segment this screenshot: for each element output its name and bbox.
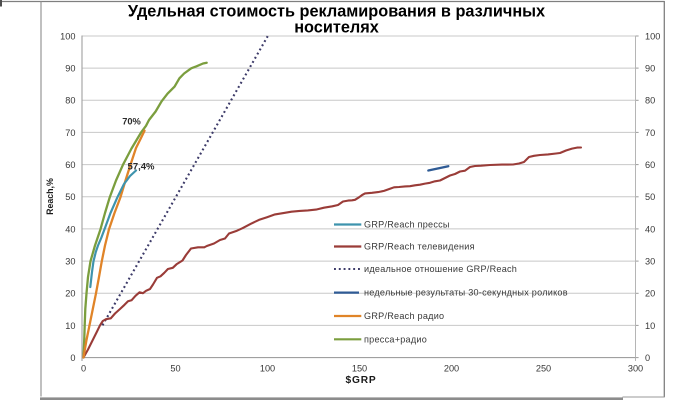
svg-text:100: 100	[645, 31, 660, 41]
svg-text:60: 60	[645, 160, 655, 170]
svg-text:Удельная стоимость рекламирова: Удельная стоимость рекламирования в разл…	[128, 3, 545, 21]
svg-text:70: 70	[645, 128, 655, 138]
svg-text:100: 100	[60, 31, 75, 41]
svg-text:20: 20	[645, 289, 655, 299]
svg-text:50: 50	[65, 192, 75, 202]
svg-text:30: 30	[645, 257, 655, 267]
svg-text:200: 200	[444, 364, 459, 374]
svg-text:300: 300	[628, 364, 643, 374]
svg-text:90: 90	[65, 64, 75, 74]
svg-text:пресса+радио: пресса+радио	[364, 334, 427, 344]
svg-text:10: 10	[645, 321, 655, 331]
svg-text:0: 0	[70, 353, 75, 363]
svg-text:40: 40	[645, 224, 655, 234]
svg-text:GRP/Reach радио: GRP/Reach радио	[364, 311, 444, 321]
svg-text:250: 250	[536, 364, 551, 374]
svg-text:$GRP: $GRP	[346, 375, 377, 386]
svg-text:идеальное отношение GRP/Reach: идеальное отношение GRP/Reach	[364, 264, 517, 274]
svg-text:30: 30	[65, 257, 75, 267]
svg-text:0: 0	[645, 353, 650, 363]
svg-text:80: 80	[645, 96, 655, 106]
svg-text:100: 100	[260, 364, 275, 374]
svg-text:10: 10	[65, 321, 75, 331]
svg-text:50: 50	[170, 364, 180, 374]
svg-text:50: 50	[645, 192, 655, 202]
svg-text:недельные результаты 30-секунд: недельные результаты 30-секундных ролико…	[364, 288, 568, 298]
svg-text:GRP/Reach прессы: GRP/Reach прессы	[364, 220, 450, 230]
svg-text:57,4%: 57,4%	[128, 161, 155, 172]
svg-text:0: 0	[81, 364, 86, 374]
svg-text:носителях: носителях	[294, 19, 379, 37]
svg-text:150: 150	[352, 364, 367, 374]
svg-text:70%: 70%	[122, 117, 141, 127]
svg-text:Reach,%: Reach,%	[45, 178, 55, 215]
svg-text:GRP/Reach телевидения: GRP/Reach телевидения	[364, 242, 475, 252]
svg-text:70: 70	[65, 128, 75, 138]
svg-text:20: 20	[65, 289, 75, 299]
svg-text:90: 90	[645, 64, 655, 74]
svg-text:60: 60	[65, 160, 75, 170]
svg-text:40: 40	[65, 224, 75, 234]
svg-text:80: 80	[65, 96, 75, 106]
